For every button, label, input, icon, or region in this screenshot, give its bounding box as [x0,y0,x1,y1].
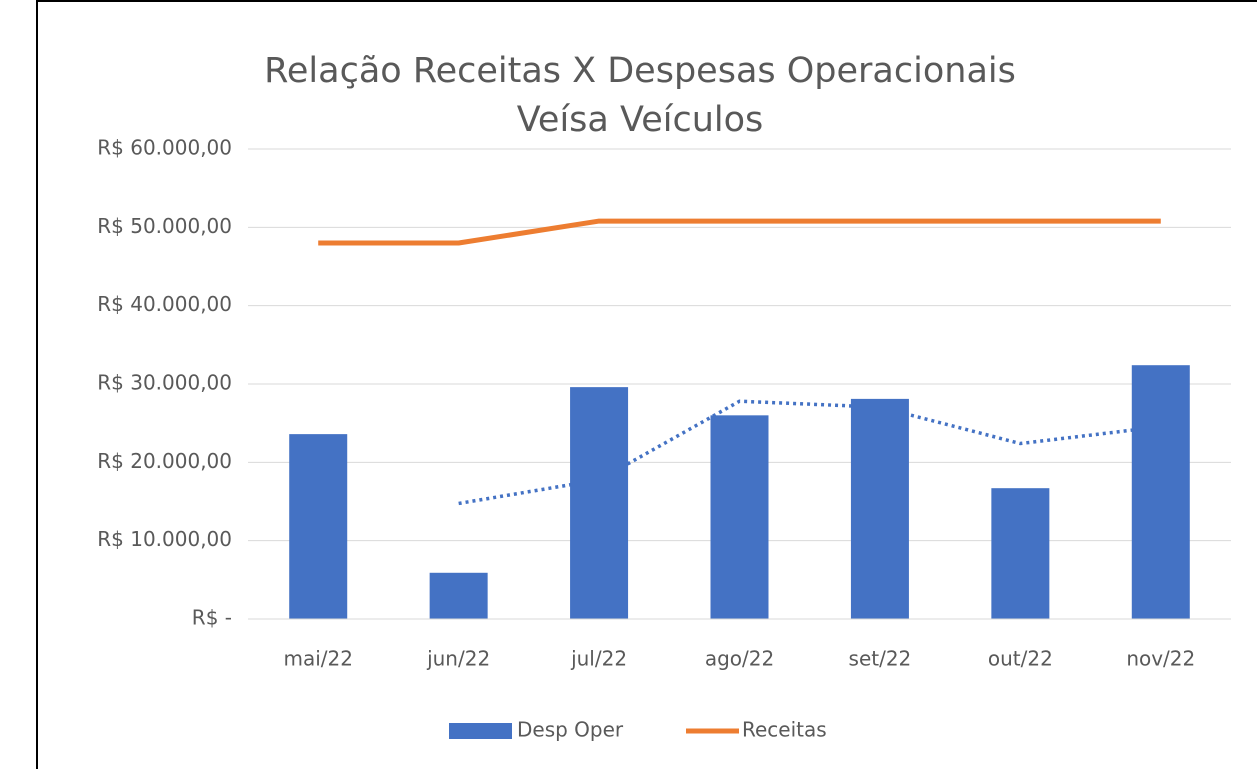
bar [850,398,909,619]
legend-label: Receitas [742,718,827,742]
y-tick-label: R$ 20.000,00 [97,449,232,473]
chart-border [36,0,1257,769]
x-tick-label: set/22 [849,647,912,671]
bar [289,434,348,619]
x-tick-label: jul/22 [570,647,627,671]
trendline [458,399,1161,506]
x-tick-label: ago/22 [705,647,774,671]
y-tick-label: R$ 40.000,00 [97,292,232,316]
chart-title: Relação Receitas X Despesas Operacionais [264,51,1016,91]
bar [991,488,1050,619]
legend-label: Desp Oper [517,718,624,742]
x-tick-label: out/22 [988,647,1053,671]
y-tick-label: R$ 60.000,00 [97,136,232,160]
y-tick-label: R$ - [192,606,232,630]
bar [429,572,488,619]
bar [1131,365,1190,619]
y-tick-label: R$ 30.000,00 [97,371,232,395]
chart-subtitle: Veísa Veículos [517,100,764,140]
line [318,218,1161,246]
y-tick-label: R$ 10.000,00 [97,527,232,551]
x-tick-label: jun/22 [426,647,490,671]
bar [710,415,769,619]
x-tick-label: nov/22 [1126,647,1195,671]
x-tick-label: mai/22 [283,647,352,671]
y-tick-label: R$ 50.000,00 [97,214,232,238]
legend-swatch [449,723,512,739]
bar [570,387,629,619]
